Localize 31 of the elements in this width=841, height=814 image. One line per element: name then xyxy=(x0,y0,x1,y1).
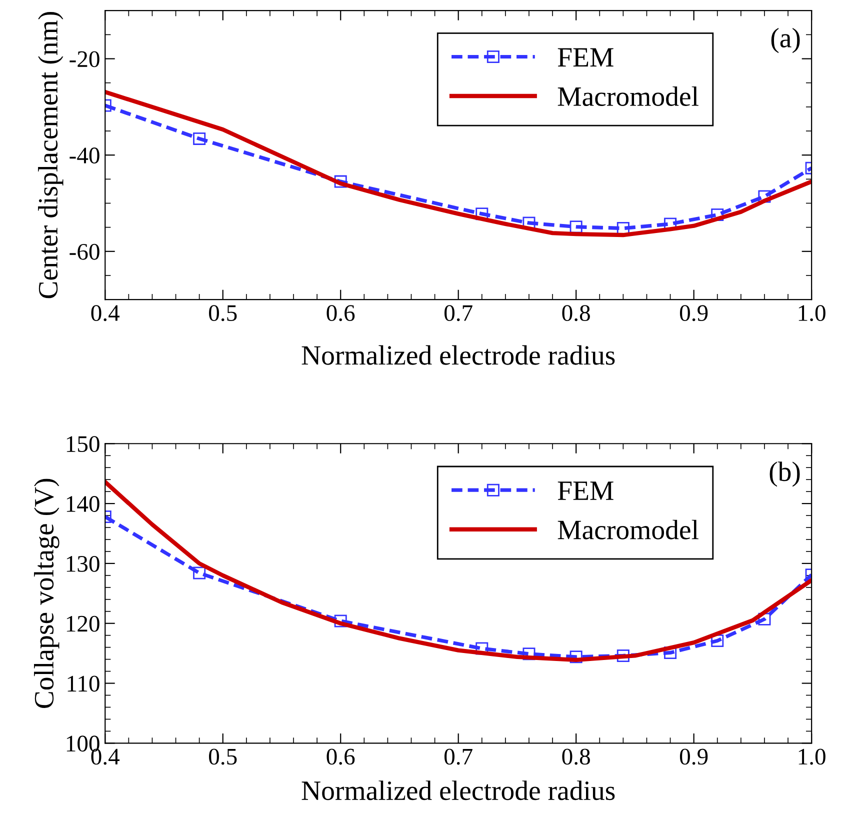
legend-label: Macromodel xyxy=(558,520,698,540)
y-tick-label: 130 xyxy=(66,556,100,572)
x-tick-label: 0.7 xyxy=(444,748,472,765)
y-axis-title: Center displacement (nm) xyxy=(38,12,64,298)
legend-label: Macromodel xyxy=(558,86,698,106)
y-tick-label: 110 xyxy=(68,676,100,692)
x-tick-label: 0.4 xyxy=(91,305,120,322)
x-tick-label: 0.5 xyxy=(209,305,237,322)
annotation: (a) xyxy=(771,28,800,54)
y-axis-title: Collapse voltage (V) xyxy=(34,478,60,708)
y-tick-label: -60 xyxy=(70,244,100,260)
x-tick-label: 0.9 xyxy=(680,305,708,322)
x-tick-label: 0.7 xyxy=(444,305,472,322)
y-tick-label: 120 xyxy=(66,616,100,632)
y-tick-label: 150 xyxy=(66,436,100,452)
y-tick-label: -20 xyxy=(70,51,100,68)
y-tick-label: -40 xyxy=(70,148,100,164)
x-tick-label: 1.0 xyxy=(798,748,826,765)
y-tick-label: 140 xyxy=(66,496,100,512)
x-tick-label: 0.6 xyxy=(326,305,355,322)
x-tick-label: 0.6 xyxy=(326,748,355,765)
legend-label: FEM xyxy=(558,48,614,66)
x-axis-title: Normalized electrode radius xyxy=(302,345,615,365)
annotation: (b) xyxy=(770,462,800,487)
x-tick-label: 0.9 xyxy=(680,748,708,765)
legend-label: FEM xyxy=(558,482,614,500)
x-tick-label: 1.0 xyxy=(798,305,826,322)
x-tick-label: 0.8 xyxy=(562,748,590,765)
x-tick-label: 0.8 xyxy=(562,305,590,322)
x-axis-title: Normalized electrode radius xyxy=(302,780,615,800)
x-tick-label: 0.5 xyxy=(209,748,237,765)
